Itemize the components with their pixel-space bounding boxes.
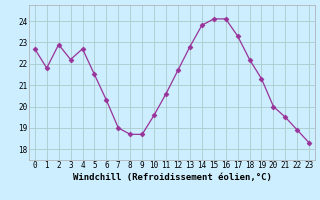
X-axis label: Windchill (Refroidissement éolien,°C): Windchill (Refroidissement éolien,°C) [73,173,271,182]
